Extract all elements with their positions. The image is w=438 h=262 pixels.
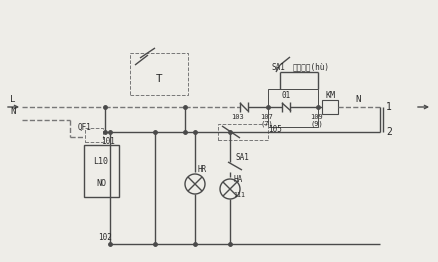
Text: KM: KM (325, 90, 335, 100)
Text: 109: 109 (311, 114, 323, 120)
Text: NO: NO (96, 179, 106, 188)
Text: 2: 2 (386, 127, 392, 137)
Text: N: N (10, 107, 15, 117)
Text: SA1: SA1 (271, 63, 285, 72)
Text: 101: 101 (101, 137, 115, 145)
Text: HR: HR (198, 166, 207, 174)
Text: 01: 01 (281, 90, 291, 100)
Text: T: T (155, 74, 162, 84)
Text: 斷鏈保護(hù): 斷鏈保護(hù) (293, 63, 330, 72)
Bar (322, 100, 338, 114)
Text: 103: 103 (232, 114, 244, 120)
Text: 107: 107 (261, 114, 273, 120)
Bar (130, 53, 188, 95)
Text: L: L (10, 95, 15, 103)
Bar (268, 89, 318, 127)
Text: (7): (7) (261, 121, 273, 127)
Text: SA1: SA1 (235, 152, 249, 161)
Text: L10: L10 (93, 157, 109, 166)
Text: 1: 1 (386, 102, 392, 112)
Text: N: N (355, 95, 360, 103)
Bar (85, 128, 103, 142)
Text: 111: 111 (233, 192, 245, 198)
Text: HA: HA (233, 174, 242, 183)
Text: 102: 102 (98, 232, 112, 242)
Text: QF1: QF1 (78, 123, 92, 132)
Bar (84, 145, 119, 197)
Bar (218, 124, 268, 140)
Text: (9): (9) (311, 121, 323, 127)
Text: 105: 105 (268, 125, 282, 134)
